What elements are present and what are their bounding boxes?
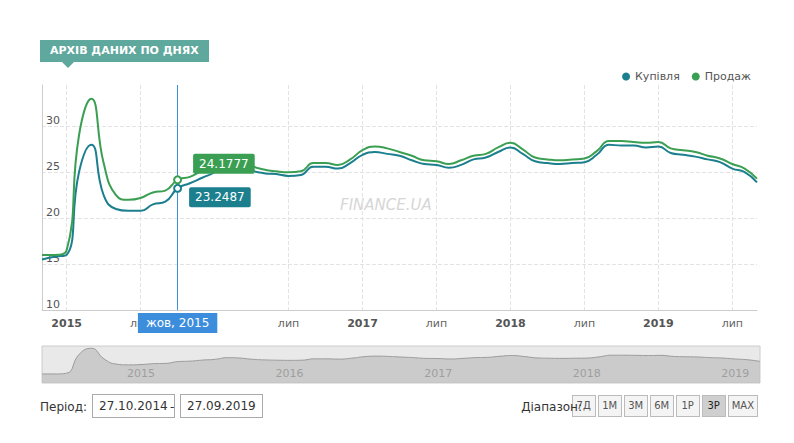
html-text:6М: 6М [654,400,670,411]
html-text:1Р: 1Р [681,400,694,411]
svg-text:жов, 2015: жов, 2015 [146,316,209,330]
html-text:27.10.2014 -: 27.10.2014 - [99,399,175,414]
html-text:7Д: 7Д [576,400,591,411]
svg-text:лип: лип [426,317,447,330]
html-text:3Р: 3Р [707,400,720,411]
html-text:MAX: MAX [731,400,754,411]
svg-text:FINANCE.UA: FINANCE.UA [340,196,432,214]
html-text:Діапазон:: Діапазон: [521,400,582,414]
svg-text:25: 25 [46,160,60,173]
html-text:3М: 3М [628,400,644,411]
svg-text:2015: 2015 [51,317,82,330]
svg-text:2018: 2018 [495,317,526,330]
svg-text:10: 10 [46,298,60,311]
svg-text:лип: лип [574,317,595,330]
html-text:Період:: Період: [40,400,87,414]
svg-text:30: 30 [46,114,60,127]
html-text:1М: 1М [602,400,618,411]
svg-text:лип: лип [722,317,743,330]
svg-text:Купівля: Купівля [635,70,680,83]
svg-text:Продаж: Продаж [705,70,751,83]
svg-text:24.1777: 24.1777 [199,157,249,171]
svg-text:23.2487: 23.2487 [195,190,245,204]
svg-text:2017: 2017 [347,317,378,330]
svg-text:20: 20 [46,206,60,219]
svg-text:2019: 2019 [643,317,674,330]
svg-text:лип: лип [278,317,299,330]
html-text:АРХІВ ДАНИХ ПО ДНЯХ: АРХІВ ДАНИХ ПО ДНЯХ [50,44,199,57]
html-text:27.09.2019: 27.09.2019 [187,399,256,413]
